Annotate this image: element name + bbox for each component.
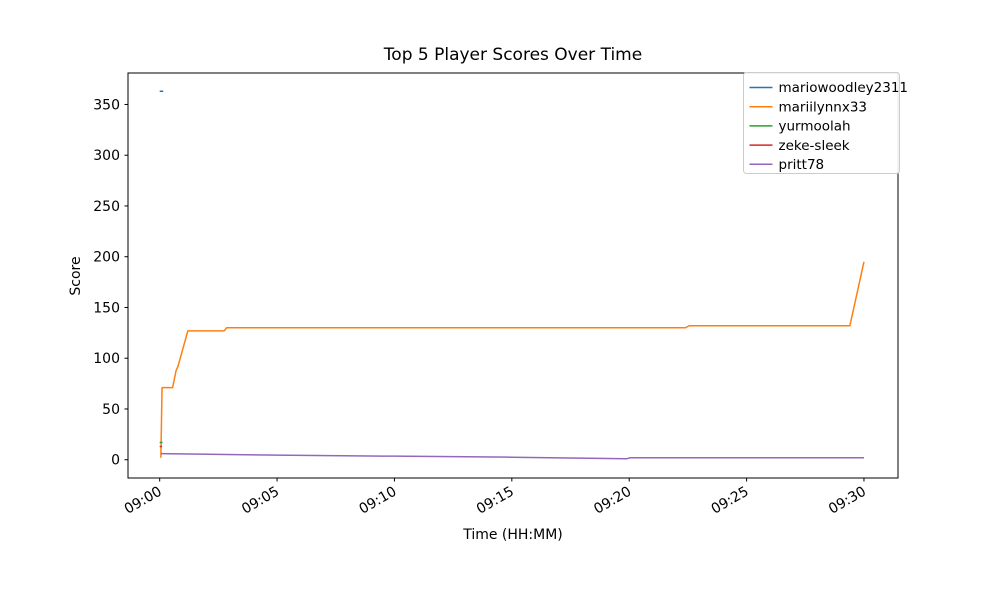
y-axis-ticks: 0 50 100 150 200 250 300 350 xyxy=(93,97,128,469)
x-tick-label: 09:10 xyxy=(356,484,399,518)
y-tick-label: 100 xyxy=(93,351,120,367)
x-axis-ticks: 09:00 09:05 09:10 09:15 09:20 09:25 09:30 xyxy=(122,478,869,518)
y-tick-label: 0 xyxy=(111,453,120,469)
legend-label-zeke-sleek: zeke-sleek xyxy=(779,138,850,154)
y-tick-label: 300 xyxy=(93,148,120,164)
x-tick-label: 09:30 xyxy=(826,484,869,518)
series-lines xyxy=(159,90,865,460)
legend-label-yurmoolah: yurmoolah xyxy=(779,119,851,135)
legend-label-mariowoodley2311: mariowoodley2311 xyxy=(779,80,909,96)
y-axis-label: Score xyxy=(68,256,84,295)
legend: mariowoodley2311 mariilynnx33 yurmoolah zek… xyxy=(743,72,909,174)
x-axis-label: Time (HH:MM) xyxy=(462,527,563,543)
series-line-mariilynnx33 xyxy=(160,261,865,458)
series-line-pritt78 xyxy=(160,452,864,460)
y-tick-label: 200 xyxy=(93,250,120,266)
legend-label-mariilynnx33: mariilynnx33 xyxy=(779,99,868,115)
y-tick-label: 50 xyxy=(102,402,120,418)
x-tick-label: 09:00 xyxy=(122,484,165,518)
y-tick-label: 150 xyxy=(93,300,120,316)
x-tick-label: 09:15 xyxy=(474,484,517,518)
x-tick-label: 09:25 xyxy=(709,484,752,518)
legend-box xyxy=(743,72,900,174)
x-tick-label: 09:20 xyxy=(591,484,634,518)
x-tick-label: 09:05 xyxy=(239,484,282,518)
y-tick-label: 350 xyxy=(93,97,120,113)
y-tick-label: 250 xyxy=(93,199,120,215)
chart-title: Top 5 Player Scores Over Time xyxy=(383,45,642,65)
legend-label-pritt78: pritt78 xyxy=(779,157,825,173)
